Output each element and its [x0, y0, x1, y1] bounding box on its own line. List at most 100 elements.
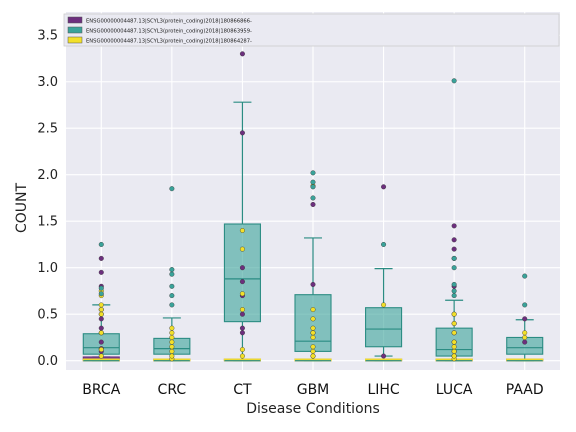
flier-point: [310, 307, 316, 313]
flier-point: [98, 255, 104, 261]
flier-point: [451, 293, 457, 299]
flier-point: [310, 325, 316, 331]
flier-point: [239, 265, 245, 271]
box-series: [82, 18, 544, 362]
flier-point: [239, 311, 245, 317]
flier-point: [451, 237, 457, 243]
legend-frame: [63, 13, 560, 47]
flier-point: [169, 348, 175, 354]
flier-point: [169, 283, 175, 289]
x-tick-label: LIHC: [367, 382, 399, 398]
legend-label-2: ENSG00000004487.13|SCYL3(protein_coding)…: [86, 29, 252, 35]
box-brca-series-3: [82, 358, 120, 362]
flier-point: [381, 353, 387, 359]
flier-point: [239, 51, 245, 57]
box-ct-series-3: [223, 358, 261, 362]
flier-point: [451, 246, 457, 252]
legend: ENSG00000004487.13|SCYL3(protein_coding)…: [63, 13, 560, 47]
flier-point: [98, 330, 104, 336]
x-axis-ticks: BRCA CRC CT GBM LIHC LUCA PAAD: [82, 382, 543, 398]
flier-point: [451, 223, 457, 229]
flier-point: [169, 271, 175, 277]
flier-point: [310, 334, 316, 340]
y-tick-label: 3.0: [37, 75, 58, 90]
flier-point: [451, 344, 457, 350]
y-tick-label: 0.0: [37, 354, 58, 369]
flier-point: [239, 330, 245, 336]
x-tick-label: LUCA: [436, 382, 473, 398]
flier-point: [451, 281, 457, 287]
flier-point: [98, 269, 104, 275]
flier-point: [310, 170, 316, 176]
flier-point: [169, 334, 175, 340]
flier-point: [310, 316, 316, 322]
flier-point: [239, 307, 245, 313]
flier-point: [522, 316, 528, 322]
flier-point: [522, 334, 528, 340]
x-tick-label: CT: [233, 382, 252, 398]
flier-point: [522, 339, 528, 345]
flier-point: [98, 316, 104, 322]
flier-point: [451, 353, 457, 359]
flier-point: [522, 273, 528, 279]
flier-point: [239, 228, 245, 234]
flier-point: [98, 339, 104, 345]
flier-point: [239, 353, 245, 359]
y-tick-label: 2.0: [37, 168, 58, 183]
flier-point: [310, 344, 316, 350]
flier-point: [451, 330, 457, 336]
x-tick-label: CRC: [158, 382, 187, 398]
flier-point: [381, 302, 387, 308]
y-tick-label: 3.5: [37, 29, 58, 44]
flier-point: [98, 311, 104, 317]
flier-point: [98, 325, 104, 331]
flier-point: [381, 241, 387, 247]
box-lihc-series-3: [365, 358, 403, 362]
flier-point: [239, 246, 245, 252]
flier-point: [451, 311, 457, 317]
flier-point: [169, 325, 175, 331]
flier-point: [310, 195, 316, 201]
flier-point: [169, 330, 175, 336]
flier-point: [98, 291, 104, 297]
flier-point: [310, 184, 316, 190]
legend-swatch-2: [67, 26, 83, 34]
y-tick-label: 1.5: [37, 215, 58, 230]
legend-label-1: ENSG00000004487.13|SCYL3(protein_coding)…: [86, 19, 252, 25]
flier-point: [169, 339, 175, 345]
y-tick-label: 0.5: [37, 308, 58, 323]
flier-point: [169, 186, 175, 192]
flier-point: [169, 353, 175, 359]
flier-point: [451, 339, 457, 345]
legend-swatch-1: [67, 16, 83, 24]
flier-point: [169, 267, 175, 273]
flier-point: [98, 241, 104, 247]
flier-point: [98, 285, 104, 291]
flier-point: [239, 325, 245, 331]
box-paad-series-3: [506, 358, 544, 362]
flier-point: [239, 279, 245, 285]
flier-point: [381, 184, 387, 190]
flier-point: [451, 255, 457, 261]
y-axis-ticks: 0.0 0.5 1.0 1.5 2.0 2.5 3.0 3.5: [37, 29, 58, 369]
flier-point: [310, 330, 316, 336]
flier-point: [169, 344, 175, 350]
flier-point: [522, 330, 528, 336]
x-tick-label: BRCA: [82, 382, 120, 398]
x-tick-label: GBM: [297, 382, 330, 398]
flier-point: [98, 302, 104, 308]
flier-point: [239, 347, 245, 353]
flier-point: [451, 321, 457, 327]
flier-point: [239, 130, 245, 136]
y-tick-label: 2.5: [37, 122, 58, 137]
box-body: [223, 223, 261, 323]
y-axis-title: COUNT: [14, 183, 30, 234]
flier-point: [98, 307, 104, 313]
box-body: [365, 307, 403, 348]
flier-point: [522, 302, 528, 308]
flier-point: [451, 265, 457, 271]
legend-label-3: ENSG00000004487.13|SCYL3(protein_coding)…: [86, 39, 252, 45]
flier-point: [310, 179, 316, 185]
flier-point: [310, 353, 316, 359]
flier-point: [451, 288, 457, 294]
